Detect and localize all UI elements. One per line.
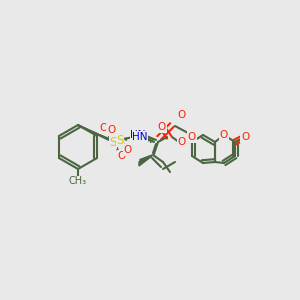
Text: HN: HN — [132, 132, 148, 142]
Text: O: O — [118, 151, 126, 161]
Polygon shape — [139, 156, 152, 166]
Text: O: O — [158, 122, 166, 132]
Text: O: O — [178, 137, 186, 147]
Polygon shape — [140, 155, 152, 164]
Text: CH₃: CH₃ — [69, 176, 87, 186]
Text: O: O — [100, 123, 108, 133]
Text: O: O — [241, 132, 249, 142]
Text: O: O — [220, 130, 228, 140]
Text: HN: HN — [130, 130, 146, 140]
Text: S: S — [109, 136, 117, 148]
Text: O: O — [188, 132, 196, 142]
Text: O: O — [107, 125, 115, 135]
Text: S: S — [116, 134, 124, 146]
Text: O: O — [178, 110, 186, 120]
Text: O: O — [124, 145, 132, 155]
